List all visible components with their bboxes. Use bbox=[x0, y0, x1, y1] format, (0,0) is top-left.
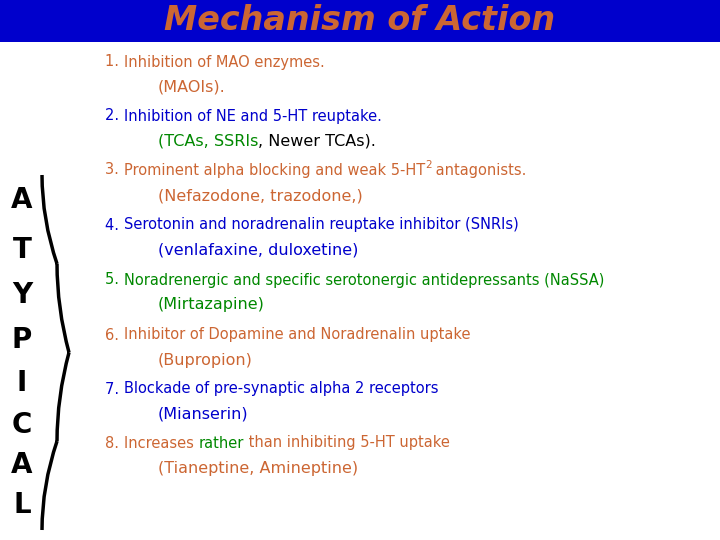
Text: A: A bbox=[12, 451, 32, 479]
Text: Inhibition of NE and 5-HT reuptake.: Inhibition of NE and 5-HT reuptake. bbox=[124, 109, 382, 124]
Text: L: L bbox=[13, 491, 31, 519]
Text: 3.: 3. bbox=[105, 163, 124, 178]
Text: (Bupropion): (Bupropion) bbox=[158, 353, 253, 368]
Bar bbox=[0, 0, 720, 42]
Text: 1.: 1. bbox=[105, 55, 124, 70]
Text: C: C bbox=[12, 411, 32, 439]
Text: Mechanism of Action: Mechanism of Action bbox=[164, 4, 556, 37]
Text: Y: Y bbox=[12, 281, 32, 309]
Text: (Mirtazapine): (Mirtazapine) bbox=[158, 298, 265, 313]
Text: Serotonin and noradrenalin reuptake inhibitor (SNRIs): Serotonin and noradrenalin reuptake inhi… bbox=[124, 218, 518, 233]
Text: T: T bbox=[12, 236, 32, 264]
Text: (MAOIs).: (MAOIs). bbox=[158, 79, 226, 94]
Text: (Tianeptine, Amineptine): (Tianeptine, Amineptine) bbox=[158, 461, 358, 476]
Text: I: I bbox=[17, 369, 27, 397]
Text: Prominent alpha blocking and weak 5-HT: Prominent alpha blocking and weak 5-HT bbox=[124, 163, 425, 178]
Text: 4.: 4. bbox=[105, 218, 124, 233]
Text: , Newer TCAs).: , Newer TCAs). bbox=[258, 133, 376, 148]
Text: than inhibiting 5-HT uptake: than inhibiting 5-HT uptake bbox=[243, 435, 449, 450]
Text: Noradrenergic and specific serotonergic antidepressants (NaSSA): Noradrenergic and specific serotonergic … bbox=[124, 273, 604, 287]
Text: Increases: Increases bbox=[124, 435, 198, 450]
Text: rather: rather bbox=[198, 435, 243, 450]
Text: 5.: 5. bbox=[105, 273, 124, 287]
Text: 6.: 6. bbox=[105, 327, 124, 342]
Text: Blockade of pre-synaptic alpha 2 receptors: Blockade of pre-synaptic alpha 2 recepto… bbox=[124, 381, 438, 396]
Text: A: A bbox=[12, 186, 32, 214]
Text: Inhibitor of Dopamine and Noradrenalin uptake: Inhibitor of Dopamine and Noradrenalin u… bbox=[124, 327, 470, 342]
Text: 2: 2 bbox=[425, 160, 431, 170]
Text: Inhibition of MAO enzymes.: Inhibition of MAO enzymes. bbox=[124, 55, 325, 70]
Text: (Nefazodone, trazodone,): (Nefazodone, trazodone,) bbox=[158, 188, 363, 204]
Text: (venlafaxine, duloxetine): (venlafaxine, duloxetine) bbox=[158, 242, 359, 258]
Text: antagonists.: antagonists. bbox=[431, 163, 527, 178]
Text: 2.: 2. bbox=[105, 109, 124, 124]
Text: P: P bbox=[12, 326, 32, 354]
Text: (Mianserin): (Mianserin) bbox=[158, 407, 248, 422]
Text: (TCAs,: (TCAs, bbox=[158, 133, 214, 148]
Text: 7.: 7. bbox=[105, 381, 124, 396]
Text: SSRIs: SSRIs bbox=[214, 133, 258, 148]
Text: 8.: 8. bbox=[105, 435, 124, 450]
